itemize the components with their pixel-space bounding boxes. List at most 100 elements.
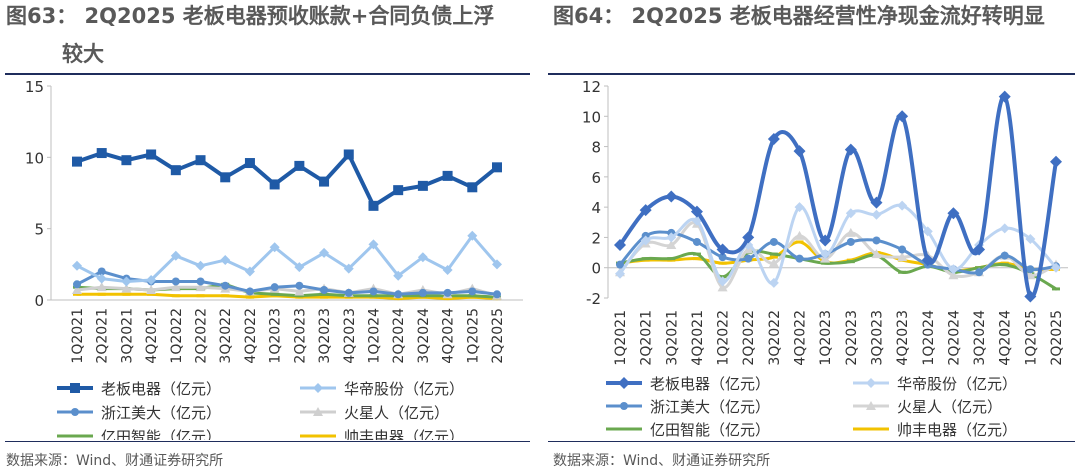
x-tick-label: 1Q2022 [716,310,732,366]
legend-item: 浙江美大（亿元） [606,398,770,416]
series-6-point [769,255,778,259]
series-3-point [270,283,279,292]
series-5-point [898,270,907,274]
series-1-point [343,149,354,160]
legend-item: 帅丰电器（亿元） [853,421,1017,439]
series-5-point [846,260,855,264]
series-5-point [769,252,778,256]
x-tick-label: 4Q2023 [342,308,358,364]
series-6-point [795,240,804,244]
legend-label: 亿田智能（亿元） [101,428,221,440]
series-5-point [320,292,329,296]
series-3-point [718,253,727,262]
series-2-point [146,275,157,286]
series-1-point [417,180,428,191]
y-tick-label: 6 [591,169,601,187]
y-tick-label: 10 [582,108,601,126]
series-3-point [418,288,427,297]
series-2-point [948,264,959,275]
legend-label: 亿田智能（亿元） [650,421,770,439]
series-6-point [171,294,180,298]
series-5-point [692,252,701,256]
x-tick-label: 4Q2022 [243,308,259,364]
series-1-point [1024,290,1037,303]
series-2-point [1051,262,1061,273]
series-2-point [195,260,206,271]
series-1-point [170,165,181,176]
legend-item: 浙江美大（亿元） [57,404,221,422]
series-1-point [492,162,502,173]
series-1-point [146,149,157,160]
series-3-point [795,254,804,263]
series-3-point [320,286,329,295]
y-tick-label: 15 [25,78,44,96]
series-3-point [73,280,81,289]
series-3-point [744,254,753,263]
left-figure-title: 图63： 2Q2025 老板电器预收账款+合同负债上浮 [6,4,495,28]
series-5-point [1052,287,1060,291]
series-1-point [870,196,883,209]
legend-label: 华帝股份（亿元） [897,375,1017,393]
series-2-point [393,270,404,281]
series-4-point [794,230,805,240]
y-tick-label: 12 [582,78,601,96]
y-tick-label: 8 [591,139,601,157]
legend-item: 火星人（亿元） [853,398,1002,416]
series-4-point [195,282,206,292]
series-3-point [769,237,778,246]
series-4-point [897,252,908,262]
series-6-point [1000,261,1009,265]
series-1-point [319,176,330,187]
series-1-point [195,155,206,166]
series-6-point [97,292,106,296]
series-1-point [921,254,934,267]
series-5-point [369,294,378,298]
series-2-point [615,268,625,279]
x-tick-label: 2Q2023 [292,308,308,364]
series-4-point [146,285,157,295]
series-3-point [872,236,881,245]
series-3-point [171,277,180,286]
x-tick-label: 4Q2021 [144,308,160,364]
series-4-point [72,285,82,295]
series-1-point [767,133,780,145]
series-2-point [717,276,728,287]
series-1-point [690,205,703,218]
x-tick-label: 1Q2024 [921,310,937,366]
legend-swatch-marker [314,434,322,438]
left-figure-title-cont: 较大 [62,42,104,66]
x-tick-label: 2Q2025 [1049,310,1065,366]
series-4-point [717,282,728,292]
x-tick-label: 3Q2023 [317,308,333,364]
x-tick-label: 2Q2023 [844,310,860,366]
series-1-point [947,207,960,220]
y-tick-label: 0 [34,292,44,310]
series-5-point [821,261,830,265]
series-5-point [468,294,477,298]
series-1-point [716,243,729,256]
legend-swatch-marker [618,377,630,389]
legend-item: 老板电器（亿元） [606,375,770,393]
x-tick-label: 1Q2023 [818,310,834,366]
series-1-point [121,155,132,166]
series-2-point [640,235,651,246]
y-tick-label: 2 [591,229,601,247]
series-6-point [245,295,254,299]
x-tick-label: 2Q2022 [194,308,210,364]
legend-swatch-marker [313,383,323,393]
series-1-point [665,190,678,203]
series-2-point [121,276,132,287]
legend-item: 华帝股份（亿元） [853,375,1017,393]
series-3-point [97,267,106,276]
series-1-point [294,160,305,171]
series-3-point [898,245,907,254]
x-tick-label: 3Q2024 [416,308,432,364]
series-6-point [641,258,650,262]
series-2-point [768,277,779,288]
series-6-point [846,258,855,262]
series-1-point [442,170,453,181]
series-4-point [845,227,856,237]
legend-label: 火星人（亿元） [897,398,1002,416]
series-2-point [72,260,82,271]
series-3-point [846,237,855,246]
